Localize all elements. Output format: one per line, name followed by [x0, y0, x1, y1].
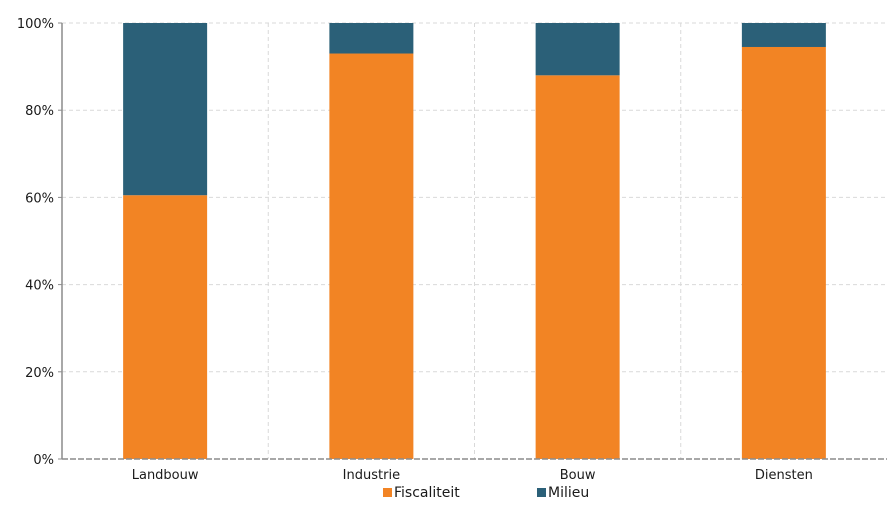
y-tick-label-0: 0%	[33, 453, 54, 468]
y-tick-label-3: 60%	[25, 191, 54, 206]
x-tick-label-industrie: Industrie	[343, 468, 400, 483]
legend-swatch-milieu	[537, 488, 546, 497]
bar-milieu-diensten	[741, 23, 826, 47]
y-tick-label-4: 80%	[25, 104, 54, 119]
bar-fiscaliteit-landbouw	[123, 195, 208, 459]
legend: Fiscaliteit Milieu	[383, 485, 589, 501]
bar-milieu-industrie	[329, 23, 414, 54]
bars	[123, 23, 826, 460]
y-tick-label-1: 20%	[25, 366, 54, 381]
y-tick-label-5: 100%	[17, 17, 54, 32]
axes	[61, 23, 887, 460]
x-tick-label-diensten: Diensten	[755, 468, 813, 483]
y-tick-label-2: 40%	[25, 279, 54, 294]
legend-label-fiscaliteit: Fiscaliteit	[394, 485, 460, 501]
bar-fiscaliteit-diensten	[741, 46, 826, 459]
legend-swatch-fiscaliteit	[383, 488, 392, 497]
bar-fiscaliteit-industrie	[329, 53, 414, 460]
bar-milieu-landbouw	[123, 23, 208, 196]
x-tick-label-landbouw: Landbouw	[132, 468, 199, 483]
bar-fiscaliteit-bouw	[535, 75, 620, 459]
y-axis-ticks: 0% 20% 40% 60% 80% 100%	[17, 17, 62, 468]
x-axis-ticks: Landbouw Industrie Bouw Diensten	[132, 468, 813, 483]
legend-label-milieu: Milieu	[548, 485, 589, 501]
x-tick-label-bouw: Bouw	[560, 468, 596, 483]
bar-milieu-bouw	[535, 23, 620, 76]
